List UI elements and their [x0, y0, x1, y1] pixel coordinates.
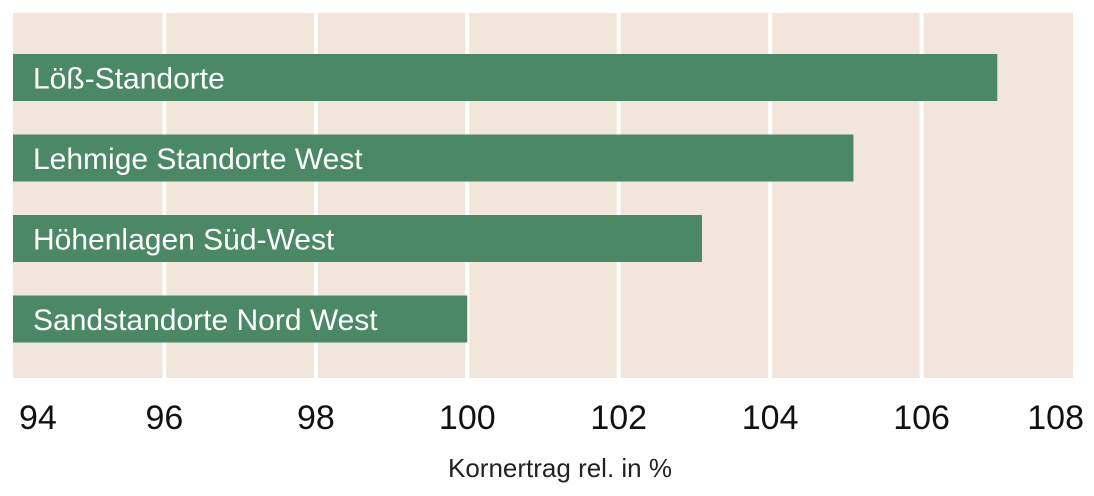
x-tick-label: 100: [439, 399, 496, 437]
x-axis-ticks: 94 96 98 100 102 104 106 108: [19, 399, 1084, 437]
x-tick-label: 102: [590, 399, 647, 437]
x-tick-label: 104: [742, 399, 799, 437]
bar: [13, 215, 702, 262]
bar-label: Lehmige Standorte West: [33, 143, 363, 176]
x-axis-label: Kornertrag rel. in %: [448, 453, 672, 483]
bar: [13, 134, 854, 182]
bar-label: Löß-Standorte: [33, 63, 225, 96]
x-tick-label: 96: [146, 399, 184, 437]
x-tick-label: 108: [1027, 399, 1084, 437]
bars: Löß-Standorte Lehmige Standorte West Höhen…: [13, 54, 998, 343]
bar: [13, 54, 998, 101]
x-tick-label: 98: [297, 399, 335, 437]
bar-label: Sandstandorte Nord West: [33, 304, 378, 337]
x-tick-label: 106: [893, 399, 950, 437]
bar: [13, 295, 468, 343]
x-tick-label: 94: [19, 399, 57, 437]
bar-label: Höhenlagen Süd-West: [33, 224, 335, 257]
